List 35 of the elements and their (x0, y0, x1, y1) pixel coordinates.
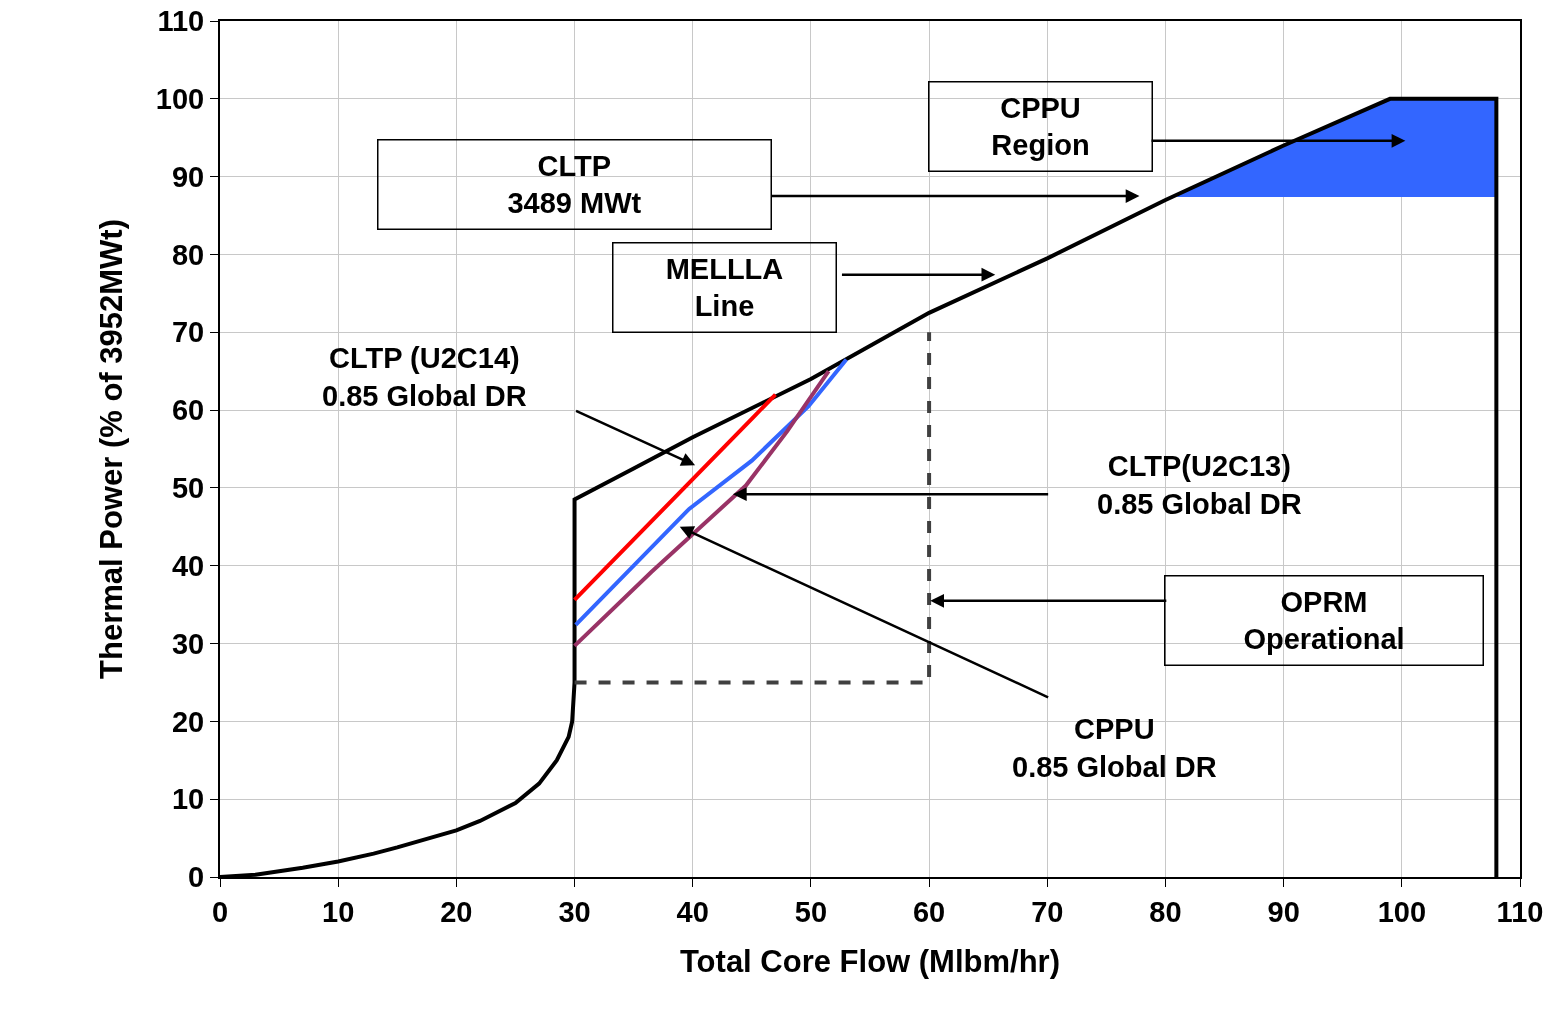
y-tick-label: 0 (188, 861, 205, 894)
y-tick-label: 60 (171, 394, 205, 427)
x-tick-label: 30 (558, 895, 591, 928)
y-tick-label: 110 (157, 5, 205, 38)
y-tick-label: 90 (171, 160, 205, 193)
y-tick-label: 50 (171, 472, 205, 505)
annotation: CLTP(U2C13) 0.85 Global DR (1097, 450, 1302, 520)
x-tick-label: 10 (322, 895, 355, 928)
x-tick-label: 0 (211, 895, 229, 928)
x-tick-label: 50 (794, 895, 828, 928)
x-axis-title: Total Core Flow (Mlbm/hr) (679, 944, 1061, 980)
line-series (572, 369, 831, 648)
line-series (573, 357, 849, 627)
annotation: CPPU 0.85 Global DR (1012, 713, 1217, 783)
y-tick-label: 40 (171, 549, 205, 582)
annotation: CLTP 3489 MWt (507, 149, 642, 220)
y-axis-title: Thermal Power (% of 3952MWt) (93, 219, 129, 679)
y-tick-label: 100 (155, 82, 205, 115)
y-tick-label: 80 (171, 238, 205, 271)
x-tick-label: 40 (676, 895, 709, 928)
x-tick-label: 20 (440, 895, 473, 928)
annotation: OPRM Operational (1243, 585, 1405, 656)
x-tick-label: 90 (1267, 895, 1300, 928)
x-tick-label: 100 (1377, 895, 1427, 928)
y-tick-label: 70 (171, 316, 205, 349)
annotation: CPPU Region (991, 91, 1090, 162)
y-tick-label: 30 (171, 627, 205, 660)
y-tick-label: 20 (171, 705, 205, 738)
y-tick-label: 10 (171, 783, 205, 816)
x-tick-label: 110 (1496, 895, 1544, 928)
x-tick-label: 60 (912, 895, 946, 928)
x-tick-label: 80 (1149, 895, 1182, 928)
annotation: CLTP (U2C14) 0.85 Global DR (322, 342, 527, 412)
x-tick-label: 70 (1031, 895, 1064, 928)
annotation: MELLLA Line (665, 252, 784, 323)
